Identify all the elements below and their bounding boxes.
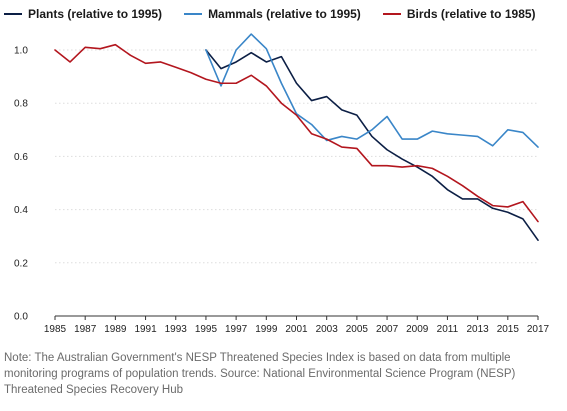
x-tick-label: 2001 — [285, 324, 308, 335]
series-line-mammals — [205, 33, 539, 148]
y-tick-label: 0.2 — [14, 258, 28, 269]
legend-swatch — [382, 13, 401, 15]
y-tick-label: 0.8 — [14, 99, 28, 110]
x-tick-label: 2009 — [406, 324, 429, 335]
gridlines — [55, 49, 538, 317]
line-chart: 0.0 0.2 0.4 0.6 0.8 1.0 1985 1987 1989 1991 1993 19… — [14, 33, 550, 336]
x-tick-label: 2011 — [437, 324, 459, 335]
legend-swatch — [184, 13, 203, 15]
series-line-plants — [205, 49, 539, 241]
x-tick-label: 1991 — [134, 324, 157, 335]
source-note: Note: The Australian Government's NESP T… — [4, 352, 516, 396]
series-lines — [54, 33, 539, 241]
legend-item-birds: Birds (relative to 1985) — [382, 7, 536, 21]
series-line-birds — [54, 43, 539, 223]
y-tick-label: 1.0 — [14, 46, 28, 57]
x-tick-label: 2017 — [527, 324, 550, 335]
y-tick-label: 0.6 — [14, 152, 28, 163]
x-tick-label: 1999 — [255, 324, 278, 335]
legend-label: Birds (relative to 1985) — [406, 7, 536, 21]
legend-label: Mammals (relative to 1995) — [208, 7, 361, 21]
x-tick-label: 1995 — [195, 324, 218, 335]
y-tick-label: 0.0 — [14, 312, 28, 323]
x-tick-label: 2005 — [346, 324, 369, 335]
axes: 0.0 0.2 0.4 0.6 0.8 1.0 1985 1987 1989 1991 1993 19… — [14, 46, 550, 336]
x-tick-label: 2003 — [316, 324, 339, 335]
x-tick-label: 1997 — [225, 324, 248, 335]
legend-swatch — [4, 13, 22, 15]
x-tick-label: 2015 — [497, 324, 520, 335]
x-tick-label: 1993 — [165, 324, 188, 335]
x-tick-label: 1989 — [104, 324, 127, 335]
x-tick-label: 2013 — [467, 324, 490, 335]
x-tick-label: 1987 — [74, 324, 97, 335]
legend-item-plants: Plants (relative to 1995) — [4, 7, 162, 21]
legend-label: Plants (relative to 1995) — [28, 7, 163, 21]
x-tick-label: 2007 — [376, 324, 399, 335]
chart-legend: Plants (relative to 1995) Mammals (relati… — [4, 4, 558, 24]
legend-item-mammals: Mammals (relative to 1995) — [184, 7, 361, 21]
y-tick-label: 0.4 — [14, 205, 28, 216]
x-tick-label: 1985 — [44, 324, 67, 335]
